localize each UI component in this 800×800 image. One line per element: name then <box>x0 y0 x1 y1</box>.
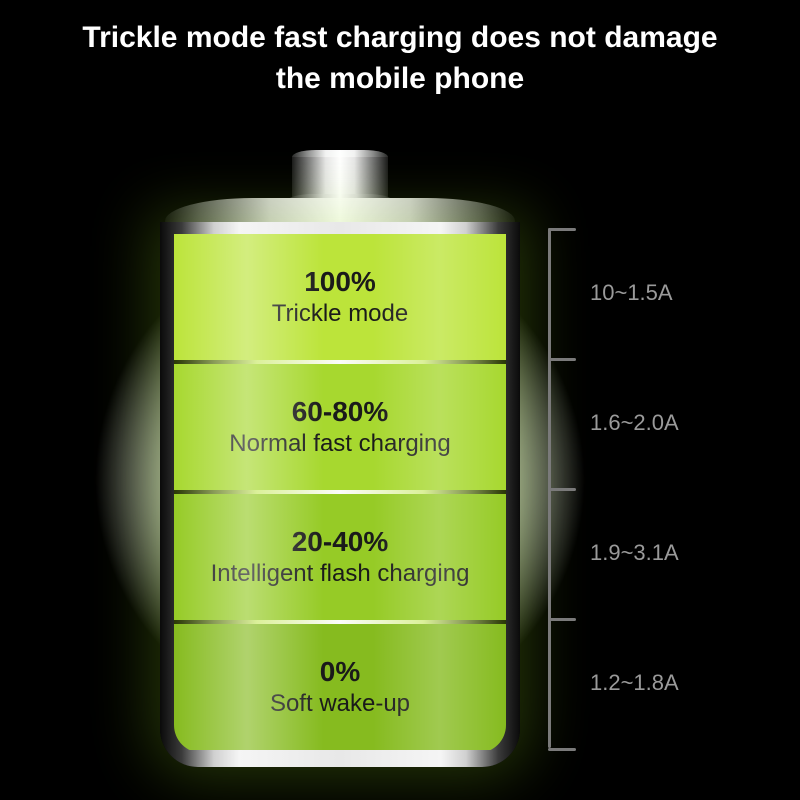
battery-graphic: 100%Trickle mode60-80%Normal fast chargi… <box>160 150 520 780</box>
segment-label: Trickle mode <box>272 300 408 328</box>
amperage-label: 1.6~2.0A <box>590 410 679 436</box>
segment-label: Normal fast charging <box>229 430 450 458</box>
amperage-label: 10~1.5A <box>590 280 673 306</box>
segment-label: Intelligent flash charging <box>211 560 470 588</box>
headline-line1: Trickle mode fast charging does not dama… <box>82 21 717 54</box>
headline-line2: the mobile phone <box>276 62 524 95</box>
scale-tick <box>548 748 576 751</box>
amperage-label: 1.2~1.8A <box>590 670 679 696</box>
scale-tick <box>548 488 576 491</box>
scale-tick <box>548 358 576 361</box>
amperage-label: 1.9~3.1A <box>590 540 679 566</box>
segment-percent: 60-80% <box>292 396 389 428</box>
terminal-body <box>292 157 388 197</box>
battery-segment-1: 60-80%Normal fast charging <box>174 364 506 490</box>
battery-segments: 100%Trickle mode60-80%Normal fast chargi… <box>174 234 506 753</box>
segment-percent: 20-40% <box>292 526 389 558</box>
scale-tick <box>548 228 576 231</box>
segment-percent: 0% <box>320 656 360 688</box>
scale-tick <box>548 618 576 621</box>
headline: Trickle mode fast charging does not dama… <box>0 18 800 99</box>
segment-percent: 100% <box>304 266 376 298</box>
battery-segment-0: 100%Trickle mode <box>174 234 506 360</box>
segment-label: Soft wake-up <box>270 690 410 718</box>
battery-body: 100%Trickle mode60-80%Normal fast chargi… <box>160 222 520 767</box>
battery-segment-2: 20-40%Intelligent flash charging <box>174 494 506 620</box>
battery-segment-3: 0%Soft wake-up <box>174 624 506 750</box>
